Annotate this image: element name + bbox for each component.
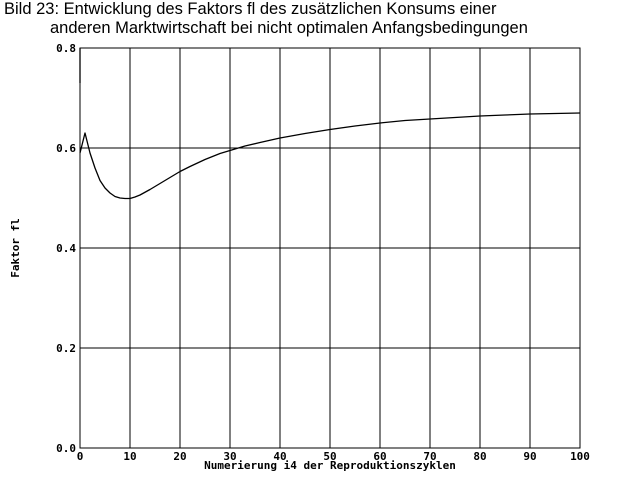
x-tick-label-1: 10: [123, 450, 136, 463]
y-tick-label-0: 0.0: [56, 442, 76, 455]
x-axis-label: Numerierung i4 der Reproduktionszyklen: [204, 459, 456, 472]
y-axis-label: Faktor fl: [9, 218, 22, 278]
x-tick-label-2: 20: [173, 450, 186, 463]
y-tick-label-2: 0.4: [56, 242, 76, 255]
x-tick-label-5: 50: [323, 450, 336, 463]
x-tick-label-0: 0: [77, 450, 84, 463]
plot-frame: [79, 47, 581, 449]
y-tick-label-3: 0.6: [56, 142, 76, 155]
series-lines: [79, 48, 581, 200]
x-tick-label-6: 60: [373, 450, 386, 463]
title-line-1: Bild 23: Entwicklung des Faktors fl des …: [4, 0, 497, 18]
x-tick-label-10: 100: [570, 450, 590, 463]
series-line-0: [79, 112, 581, 200]
x-tick-label-3: 30: [223, 450, 236, 463]
chart-title: Bild 23: Entwicklung des Faktors fl des …: [4, 0, 636, 38]
plot-border: [79, 47, 581, 449]
grid: [79, 47, 581, 449]
x-tick-label-4: 40: [273, 450, 286, 463]
y-tick-label-4: 0.8: [56, 42, 76, 55]
x-tick-label-7: 70: [423, 450, 436, 463]
y-tick-labels: 0.0 0.2 0.4 0.6 0.8: [56, 42, 76, 455]
y-tick-label-1: 0.2: [56, 342, 76, 355]
title-line-2: anderen Marktwirtschaft bei nicht optima…: [50, 19, 528, 37]
x-tick-label-9: 90: [523, 450, 536, 463]
x-tick-labels: 0 10 20 30 40 50 60 70 80 90 100: [77, 450, 590, 463]
x-tick-label-8: 80: [473, 450, 486, 463]
